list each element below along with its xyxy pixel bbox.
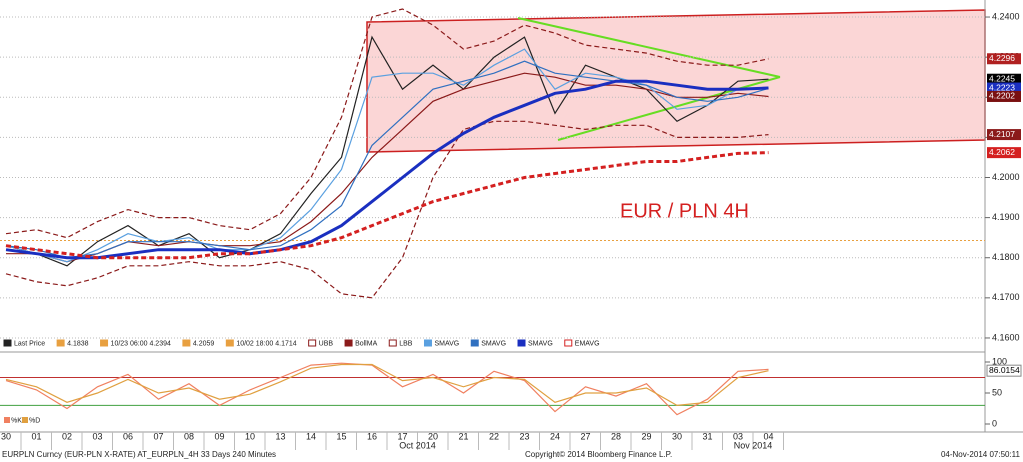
y-tick-label: 4.1600 [992,332,1020,342]
x-tick-label: 06 [123,431,133,441]
legend-swatch [344,339,353,347]
legend-label: BollMA [355,340,378,347]
legend-swatch [4,417,10,423]
series-line [6,72,769,263]
x-tick-label: 20 [428,431,438,441]
y-tick-label: 4.2400 [992,11,1020,21]
footer: Copyright© 2014 Bloomberg Finance L.P. [525,450,672,459]
legend-swatch [517,339,526,347]
price-tag [986,364,1022,377]
x-group-label: Oct 2014 [399,440,436,450]
legend-swatch [308,339,317,347]
legend-label: %K [11,417,22,424]
x-tick-label: 10 [245,431,255,441]
legend-swatch [564,339,573,347]
x-tick-label: 24 [550,431,560,441]
legend-swatch [388,339,397,347]
y-tick-label: 4.2000 [992,172,1020,182]
y-tick-label: 0 [992,418,997,428]
legend-swatch [182,339,191,347]
x-tick-label: 21 [458,431,468,441]
price-tag [987,147,1021,159]
series-line [5,120,769,299]
legend-label: SMAVG [528,340,553,347]
y-tick-label: 4.1900 [992,212,1020,222]
series-line [5,48,769,263]
x-tick-label: 30 [1,431,11,441]
price-tag [987,129,1021,141]
channel [366,9,986,153]
x-tick-label: 30 [672,431,682,441]
price-tag-label: 4.2296 [989,53,1015,63]
series-line [5,8,769,239]
legend-label: Last Price [14,340,45,347]
series-line [5,363,769,407]
series-line [5,151,769,260]
series-line [5,60,769,259]
x-tick-label: 03 [733,431,743,441]
x-tick-label: 31 [702,431,712,441]
price-tag [987,82,1021,94]
triangle-line [557,76,781,141]
legend-label: 10/23 06:00 4.2394 [111,340,171,347]
x-tick-label: 17 [397,431,407,441]
price-tag [987,90,1021,102]
series-line [5,35,769,267]
x-tick-label: 09 [214,431,224,441]
price-tag-label: 4.2245 [989,73,1015,83]
x-tick-label: 03 [92,431,102,441]
price-tag [987,53,1021,65]
legend-label: EMAVG [575,340,600,347]
x-tick-label: 13 [275,431,285,441]
legend-swatch [423,339,432,347]
legend-label: SMAVG [481,340,506,347]
price-tag-label: 4.2107 [989,129,1015,139]
price-tag-label: 4.2202 [989,91,1015,101]
legend-swatch [56,339,65,347]
x-tick-label: 22 [489,431,499,441]
footer: 04-Nov-2014 07:50:11 [941,450,1021,459]
x-tick-label: 15 [336,431,346,441]
legend-swatch [22,417,28,423]
legend-label: UBB [319,340,334,347]
y-tick-label: 4.1700 [992,292,1020,302]
legend-swatch [3,339,12,347]
x-tick-label: 04 [763,431,773,441]
x-tick-label: 08 [184,431,194,441]
series-line [5,362,769,416]
y-tick-label: 50 [992,387,1002,397]
x-tick-label: 27 [580,431,590,441]
legend-label: %D [29,417,40,424]
x-tick-label: 28 [611,431,621,441]
x-tick-label: 14 [306,431,316,441]
x-tick-label: 02 [62,431,72,441]
legend-label: 10/02 18:00 4.1714 [236,340,296,347]
legend-swatch [225,339,234,347]
price-tag-label: 4.2223 [989,82,1015,92]
annotation: EUR / PLN 4H [620,200,749,222]
legend-label: LBB [399,340,413,347]
triangle-line [517,17,781,78]
x-tick-label: 29 [641,431,651,441]
y-tick-label: 100 [992,356,1007,366]
x-group-label: Nov 2014 [734,440,773,450]
legend-swatch [100,339,109,347]
legend-label: SMAVG [434,340,459,347]
series-line [5,79,769,260]
footer: EURPLN Curncy (EUR-PLN X-RATE) AT_EURPLN… [2,450,276,459]
legend-label: 4.2059 [193,340,215,347]
x-tick-label: 23 [519,431,529,441]
price-tag-label: 86.0154 [989,365,1020,375]
legend-swatch [470,339,479,347]
x-tick-label: 16 [367,431,377,441]
legend-label: 4.1838 [67,340,89,347]
y-tick-label: 4.1800 [992,252,1020,262]
x-tick-label: 01 [31,431,41,441]
price-tag [987,73,1021,85]
x-tick-label: 07 [153,431,163,441]
price-tag-label: 4.2062 [989,147,1015,157]
